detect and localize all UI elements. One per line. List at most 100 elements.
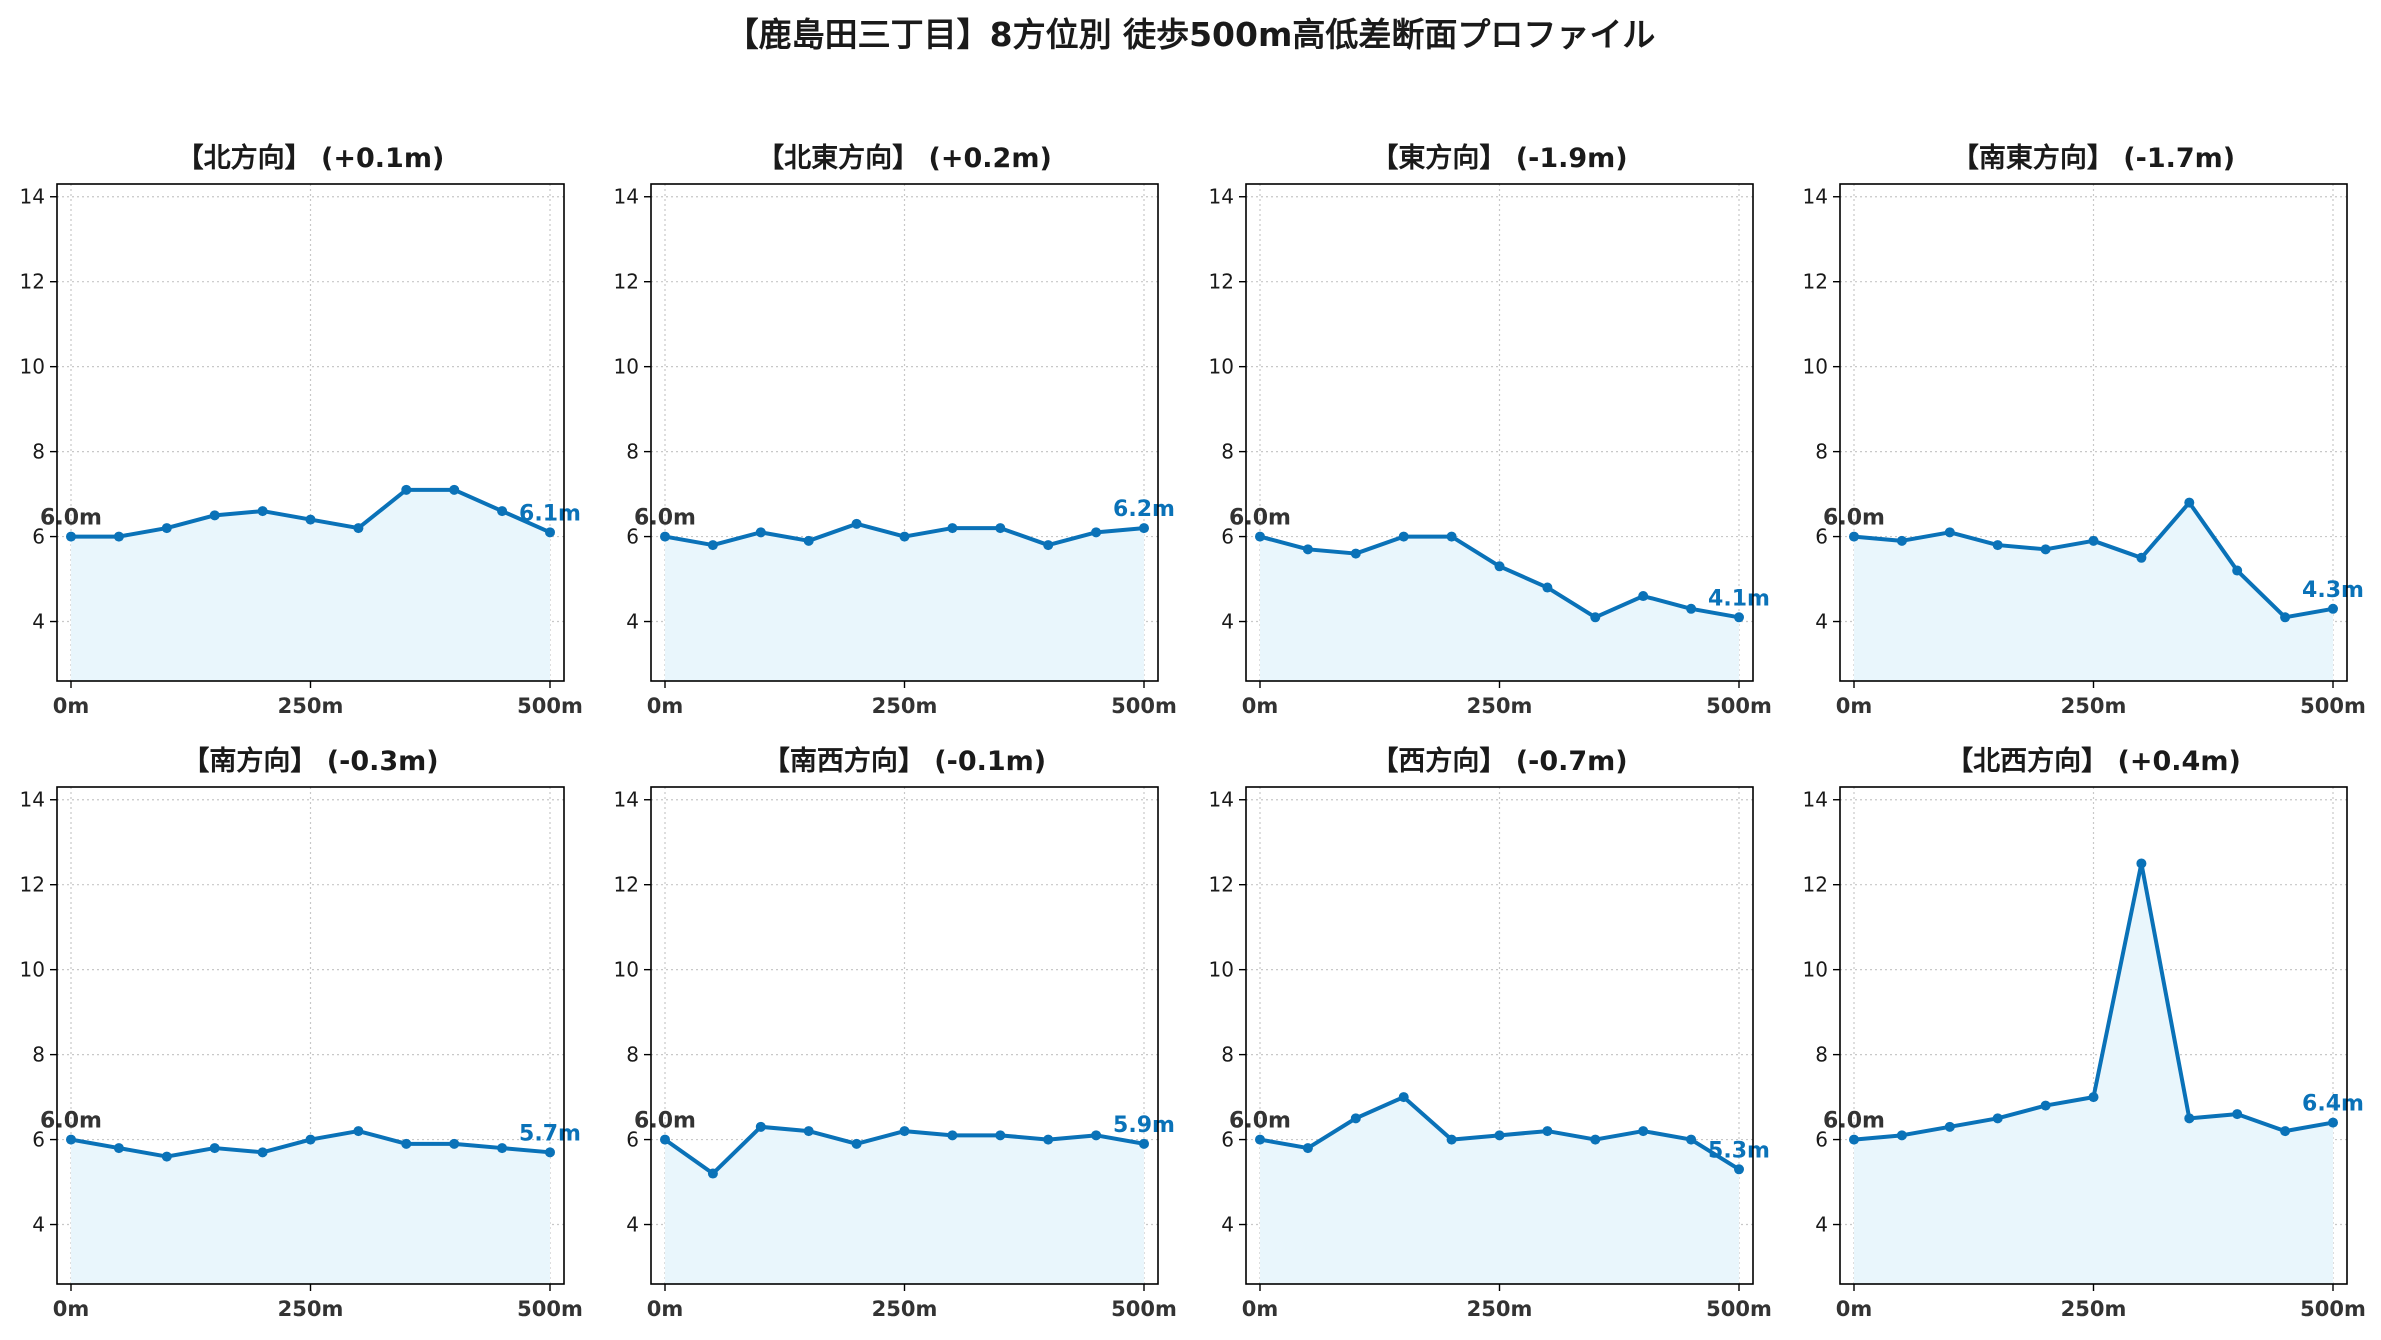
data-point (1849, 1134, 1859, 1145)
data-point (851, 1138, 862, 1149)
y-tick-label: 14 (1803, 185, 1828, 209)
x-tick-label: 500m (1706, 1297, 1772, 1321)
data-point (1494, 561, 1505, 572)
y-tick-label: 12 (614, 270, 639, 294)
data-point (1944, 527, 1955, 538)
data-point (2280, 612, 2291, 623)
y-tick-label: 14 (614, 185, 639, 209)
data-point (1302, 1143, 1313, 1154)
data-point (353, 1126, 364, 1137)
start-elevation-label: 6.0m (1229, 506, 1291, 531)
page-title: 【鹿島田三丁目】8方位別 徒歩500m高低差断面プロファイル (725, 15, 1656, 54)
data-point (1302, 544, 1313, 555)
y-tick-label: 4 (626, 610, 639, 634)
data-point (1686, 603, 1697, 614)
y-tick-label: 8 (32, 1043, 45, 1067)
y-tick-label: 12 (1209, 270, 1234, 294)
data-point (1590, 1134, 1601, 1145)
x-tick-label: 250m (2061, 694, 2127, 718)
x-tick-label: 250m (2061, 1297, 2127, 1321)
end-elevation-label: 4.1m (1708, 586, 1770, 611)
x-tick-label: 250m (872, 694, 938, 718)
data-point (1896, 1130, 1907, 1141)
data-point (2328, 603, 2338, 614)
start-elevation-label: 6.0m (634, 506, 696, 531)
y-tick-label: 12 (1803, 270, 1828, 294)
y-tick-label: 4 (32, 610, 45, 634)
y-tick-label: 8 (1221, 1043, 1234, 1067)
end-elevation-label: 5.3m (1708, 1138, 1770, 1163)
x-tick-label: 0m (53, 1297, 90, 1321)
data-point (1446, 531, 1457, 542)
y-tick-label: 10 (1209, 355, 1234, 379)
y-tick-label: 10 (1209, 958, 1234, 982)
data-point (1944, 1121, 1955, 1132)
data-point (1494, 1130, 1505, 1141)
x-tick-label: 500m (1706, 694, 1772, 718)
data-point (2280, 1126, 2291, 1137)
y-tick-label: 4 (626, 1213, 639, 1237)
y-tick-label: 12 (20, 270, 45, 294)
data-point (113, 531, 124, 542)
data-point (899, 1126, 910, 1137)
end-elevation-label: 6.4m (2302, 1092, 2364, 1117)
y-tick-label: 8 (626, 1043, 639, 1067)
data-point (161, 1151, 172, 1162)
start-elevation-label: 6.0m (40, 506, 102, 531)
data-point (1992, 540, 2003, 551)
y-tick-label: 10 (614, 355, 639, 379)
elevation-area (1854, 863, 2333, 1284)
subplot-8: 【北西方向】 (+0.4m) 6.0m 6.4m 4 6 8 10 12 14 0m 250m 500… (1803, 745, 2366, 1321)
x-tick-label: 250m (1467, 694, 1533, 718)
data-point (2136, 858, 2147, 869)
data-point (1638, 591, 1649, 602)
subplot-1: 【北方向】 (+0.1m) 6.0m 6.1m 4 6 8 10 12 14 0m 250m 500m (20, 142, 583, 718)
x-tick-label: 250m (1467, 1297, 1533, 1321)
y-tick-label: 10 (20, 958, 45, 982)
data-point (2088, 1092, 2099, 1103)
data-point (2232, 565, 2243, 576)
x-tick-label: 250m (872, 1297, 938, 1321)
y-tick-label: 6 (626, 525, 639, 549)
elevation-area (1260, 536, 1739, 681)
x-tick-label: 500m (517, 694, 583, 718)
y-tick-label: 12 (1209, 873, 1234, 897)
subplot-5: 【南方向】 (-0.3m) 6.0m 5.7m 4 6 8 10 12 14 0m 250m 500m (20, 745, 583, 1321)
data-point (257, 506, 268, 517)
data-point (1849, 531, 1859, 542)
elevation-area (71, 1131, 550, 1284)
y-tick-label: 14 (20, 788, 45, 812)
data-point (1139, 1138, 1149, 1149)
subplot-title: 【北方向】 (+0.1m) (177, 142, 445, 174)
y-tick-label: 6 (1815, 525, 1828, 549)
data-point (209, 510, 220, 521)
data-point (755, 1121, 766, 1132)
x-tick-label: 500m (2300, 694, 2366, 718)
data-point (1896, 535, 1907, 546)
data-point (401, 1138, 412, 1149)
y-tick-label: 10 (20, 355, 45, 379)
y-tick-label: 14 (614, 788, 639, 812)
y-tick-label: 6 (1815, 1128, 1828, 1152)
x-tick-label: 500m (1111, 694, 1177, 718)
x-tick-label: 0m (53, 694, 90, 718)
data-point (1091, 1130, 1102, 1141)
data-point (1398, 531, 1409, 542)
data-point (1091, 527, 1102, 538)
data-point (2232, 1109, 2243, 1120)
subplot-title: 【北東方向】 (+0.2m) (757, 142, 1052, 174)
y-tick-label: 4 (32, 1213, 45, 1237)
data-point (2088, 535, 2099, 546)
data-point (707, 1168, 718, 1179)
start-elevation-label: 6.0m (1823, 1109, 1885, 1134)
elevation-area (1854, 502, 2333, 681)
subplot-6: 【南西方向】 (-0.1m) 6.0m 5.9m 4 6 8 10 12 14 0m 250m 500… (614, 745, 1177, 1321)
subplot-7: 【西方向】 (-0.7m) 6.0m 5.3m 4 6 8 10 12 14 0m 250m 500m (1209, 745, 1772, 1321)
x-tick-label: 0m (647, 694, 684, 718)
data-point (545, 527, 555, 538)
y-tick-label: 6 (1221, 525, 1234, 549)
data-point (1542, 1126, 1553, 1137)
data-point (545, 1147, 555, 1158)
data-point (449, 1138, 460, 1149)
